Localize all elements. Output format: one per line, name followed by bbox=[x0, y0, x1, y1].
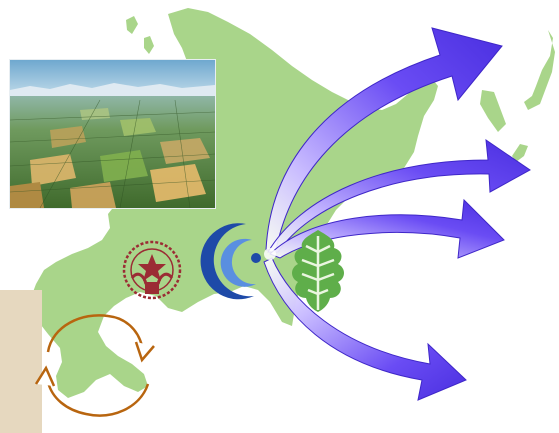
kunashiri-island bbox=[480, 90, 506, 132]
field-patches bbox=[10, 108, 210, 208]
rebun-island bbox=[144, 36, 154, 54]
cycle-arrows-icon bbox=[34, 314, 155, 417]
rishiri-island bbox=[126, 16, 138, 34]
arrow-hub bbox=[264, 248, 276, 260]
side-panel bbox=[0, 290, 42, 433]
outgoing-arrow-icon bbox=[265, 27, 503, 251]
university-emblem-icon bbox=[122, 240, 182, 300]
field-lines bbox=[10, 99, 215, 208]
crescent-logo-icon bbox=[200, 223, 261, 300]
kuril-islands bbox=[524, 30, 555, 110]
outgoing-arrow-icon bbox=[263, 257, 467, 401]
aerial-farmland-photo bbox=[10, 60, 215, 208]
oak-leaf-logo-icon bbox=[292, 230, 344, 312]
hokkaido-landmass bbox=[30, 8, 438, 398]
mountain-ridge bbox=[10, 83, 215, 98]
kuril-island-south bbox=[512, 144, 528, 162]
outgoing-arrow-icon bbox=[267, 138, 531, 253]
